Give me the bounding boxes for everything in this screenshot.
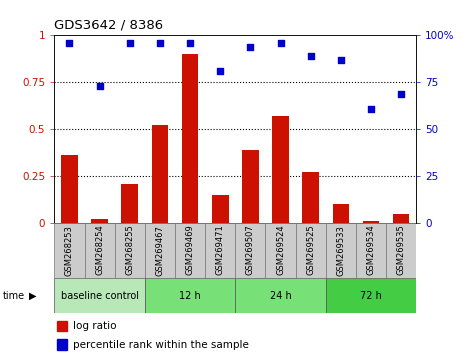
Text: GSM269507: GSM269507 (246, 225, 255, 275)
Bar (265, 223, 296, 278)
Point (66, 40, 73, 46)
Text: GSM269534: GSM269534 (367, 225, 376, 275)
Text: log ratio: log ratio (73, 321, 116, 331)
Bar (296, 223, 326, 278)
Bar (58, 320, 67, 331)
Bar (54, 223, 85, 278)
Text: time: time (2, 291, 25, 301)
Text: GSM269467: GSM269467 (156, 225, 165, 275)
Text: GSM269471: GSM269471 (216, 225, 225, 275)
Text: GSM269535: GSM269535 (397, 225, 406, 275)
Text: GSM269469: GSM269469 (185, 225, 194, 275)
Bar (386, 223, 416, 278)
Text: GSM268253: GSM268253 (65, 225, 74, 275)
Bar (205, 223, 235, 278)
Point (217, 68, 224, 74)
Bar (333, 204, 349, 223)
Bar (114, 223, 145, 278)
Bar (363, 221, 379, 223)
Point (126, 40, 133, 46)
Bar (272, 116, 289, 223)
Bar (356, 223, 386, 278)
Bar (302, 172, 319, 223)
Text: baseline control: baseline control (61, 291, 139, 301)
Point (246, 44, 254, 50)
Point (96, 83, 104, 89)
Bar (122, 184, 138, 223)
Bar (175, 223, 205, 278)
Bar (212, 195, 228, 223)
Bar (61, 155, 78, 223)
Bar (145, 278, 235, 313)
Bar (54, 278, 145, 313)
Point (337, 57, 345, 63)
Bar (145, 223, 175, 278)
Text: GSM269533: GSM269533 (336, 225, 345, 275)
Text: GSM269525: GSM269525 (306, 225, 315, 275)
Text: percentile rank within the sample: percentile rank within the sample (73, 339, 249, 350)
Point (367, 106, 375, 112)
Bar (242, 150, 259, 223)
Point (307, 53, 315, 59)
Text: GSM268254: GSM268254 (95, 225, 104, 275)
Bar (326, 223, 356, 278)
Bar (182, 54, 198, 223)
Point (156, 40, 164, 46)
Text: GSM268255: GSM268255 (125, 225, 134, 275)
Text: GSM269524: GSM269524 (276, 225, 285, 275)
Text: 12 h: 12 h (179, 291, 201, 301)
Bar (58, 339, 67, 350)
Text: ▶: ▶ (29, 291, 37, 301)
Point (397, 91, 405, 96)
Text: GDS3642 / 8386: GDS3642 / 8386 (54, 18, 164, 32)
Point (277, 40, 284, 46)
Bar (91, 219, 108, 223)
Bar (152, 125, 168, 223)
Text: 72 h: 72 h (360, 291, 382, 301)
Bar (85, 223, 114, 278)
Bar (235, 278, 326, 313)
Point (186, 40, 194, 46)
Text: 24 h: 24 h (270, 291, 291, 301)
Bar (393, 214, 410, 223)
Bar (235, 223, 265, 278)
Bar (326, 278, 416, 313)
